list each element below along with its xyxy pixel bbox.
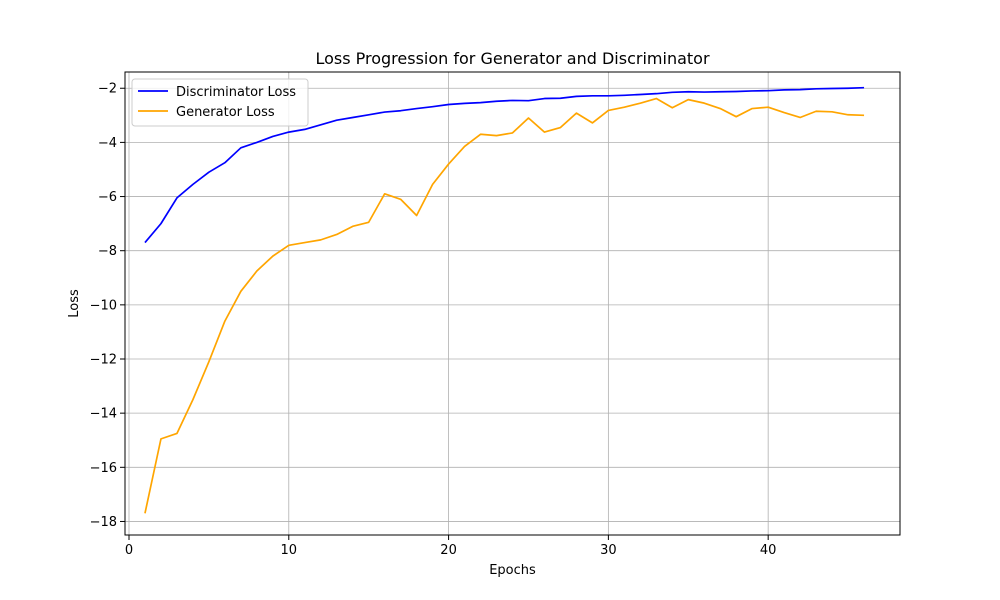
y-axis-title: Loss	[67, 289, 82, 318]
y-tick-label: −16	[90, 461, 117, 476]
y-tick-label: −2	[98, 82, 117, 97]
series-line-generator-loss	[144, 97, 865, 514]
x-tick-label: 30	[600, 543, 617, 558]
y-tick-label: −18	[90, 515, 117, 530]
y-tick-label: −8	[98, 244, 117, 259]
x-tick-label: 10	[281, 543, 298, 558]
x-tick-label: 20	[440, 543, 457, 558]
y-tick-label: −14	[90, 407, 117, 422]
x-axis-title: Epochs	[489, 563, 536, 578]
x-tick-label: 40	[760, 543, 777, 558]
ticks: 0 10 20 30 40 −18 −16 −14 −12 −10 −8 −6 −4 −2	[90, 82, 777, 558]
legend-box	[131, 78, 309, 127]
legend-label-generator: Generator Loss	[176, 105, 275, 120]
y-tick-label: −10	[90, 298, 117, 313]
grid	[125, 72, 900, 535]
x-tick-label: 0	[125, 543, 133, 558]
plot-frame	[124, 71, 901, 536]
series-line-discriminator-loss	[144, 86, 865, 244]
y-tick-label: −6	[98, 190, 117, 205]
y-tick-label: −4	[98, 136, 117, 151]
y-tick-label: −12	[90, 353, 117, 368]
legend: Discriminator Loss Generator Loss	[131, 78, 309, 127]
legend-label-discriminator: Discriminator Loss	[176, 85, 296, 100]
chart-title: Loss Progression for Generator and Discr…	[315, 49, 709, 68]
series-layer	[144, 86, 865, 514]
